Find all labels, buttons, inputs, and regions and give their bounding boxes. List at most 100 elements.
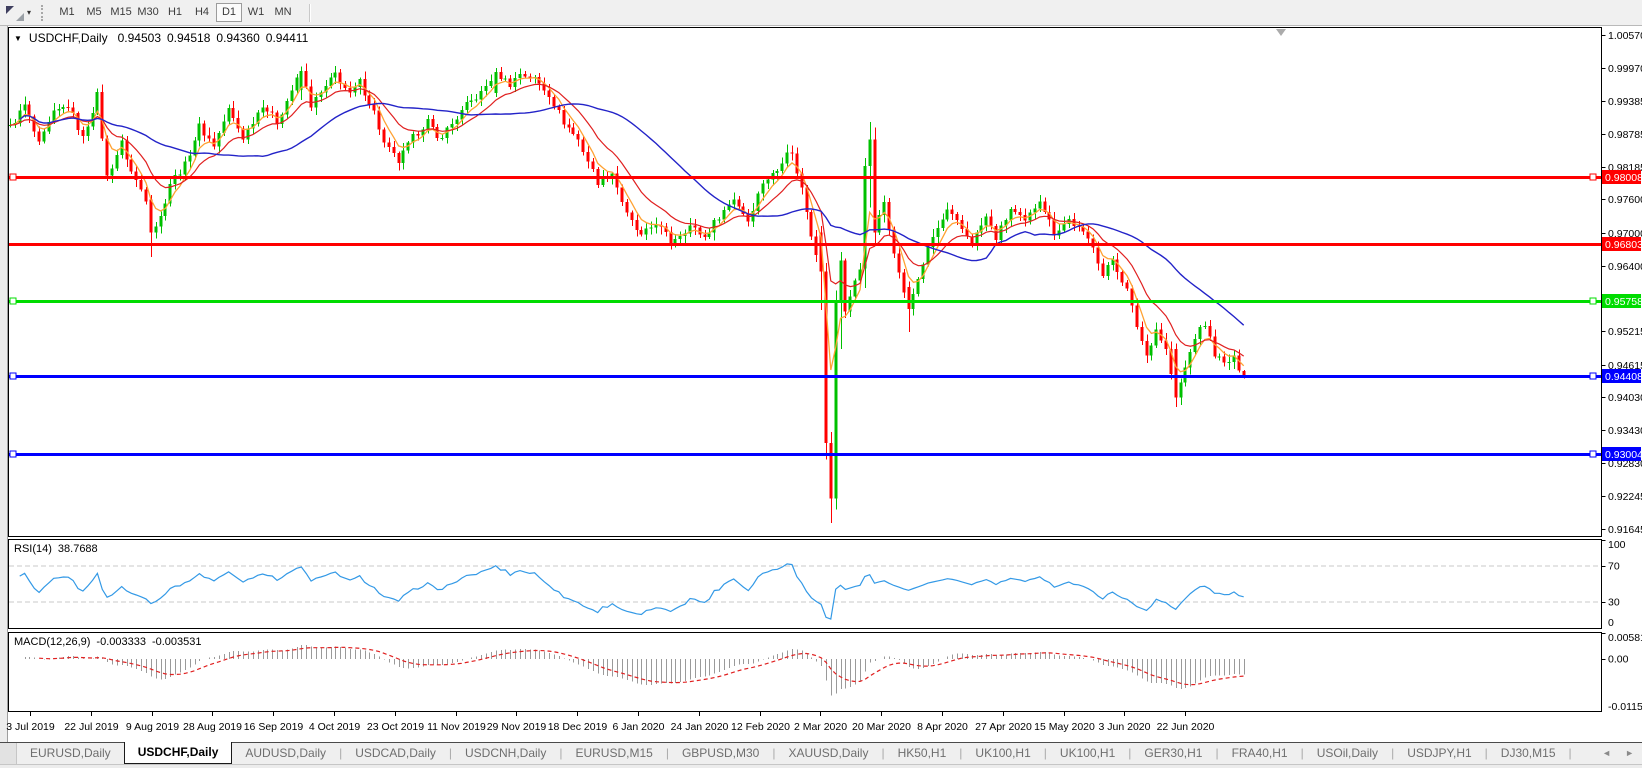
tab-usdchf-daily[interactable]: USDCHF,Daily [123,742,233,764]
quote-open: 0.94503 [117,31,161,45]
timeframe-button-w1[interactable]: W1 [247,6,265,18]
tab-audusd-daily[interactable]: AUDUSD,Daily [245,746,327,760]
rsi-panel-canvas: 100 70 30 0 [8,539,1626,629]
tab-uk100-h1[interactable]: UK100,H1 [1059,746,1116,760]
hline-0.93004[interactable] [9,450,1601,458]
macd-indicator-label: MACD(12,26,9) -0.003333 -0.003531 [14,636,208,648]
svg-text:70: 70 [1608,561,1620,573]
svg-text:0.92245: 0.92245 [1608,491,1642,503]
tab-scroll-right-icon[interactable]: ► [1625,748,1634,758]
svg-text:6 Jan 2020: 6 Jan 2020 [613,721,665,733]
macd-name: MACD(12,26,9) [14,636,91,648]
toolbar-separator [309,3,312,22]
price-label-0.95758: 0.95758 [1602,294,1642,308]
timeframe-button-d1[interactable]: D1 [216,3,243,22]
svg-text:22 Jul 2019: 22 Jul 2019 [64,721,118,733]
timeframe-button-h4[interactable]: H4 [194,6,210,18]
tab-usoil-daily[interactable]: USOil,Daily [1316,746,1379,760]
tab-gbpusd-m30[interactable]: GBPUSD,M30 [681,746,760,760]
svg-text:9 Aug 2019: 9 Aug 2019 [126,721,179,733]
symbol-dropdown-icon[interactable]: ▼ [14,33,22,43]
tab-hk50-h1[interactable]: HK50,H1 [897,746,947,760]
date-axis: 3 Jul 2019 22 Jul 2019 9 Aug 2019 28 Aug 20… [6,712,1642,742]
svg-text:24 Jan 2020: 24 Jan 2020 [671,721,729,733]
tab-scroll-left-icon[interactable]: ◄ [1602,748,1612,758]
hline-0.98008[interactable] [9,173,1601,181]
svg-text:0.94408: 0.94408 [1605,371,1642,383]
quote-close: 0.94411 [265,31,309,45]
macd-signal-value: -0.003531 [151,636,202,648]
svg-text:20 Mar 2020: 20 Mar 2020 [852,721,911,733]
svg-text:0.99385: 0.99385 [1608,96,1642,108]
tab-eurusd-m15[interactable]: EURUSD,M15 [575,746,653,760]
chart-shift-icon-dark-arrow [6,5,14,14]
svg-text:0.005818: 0.005818 [1608,632,1642,644]
svg-text:29 Nov 2019: 29 Nov 2019 [487,721,547,733]
tab-separator: | [448,746,452,760]
date-axis-canvas: 3 Jul 2019 22 Jul 2019 9 Aug 2019 28 Aug 20… [6,712,1215,733]
svg-text:3 Jul 2019: 3 Jul 2019 [6,721,55,733]
chart-shift-icon[interactable] [5,4,25,22]
price-label-0.93004: 0.93004 [1602,447,1642,461]
rsi-name: RSI(14) [14,543,52,555]
chevron-down-icon[interactable]: ▾ [27,8,32,17]
svg-text:100: 100 [1608,539,1626,551]
tab-usdjpy-h1[interactable]: USDJPY,H1 [1407,746,1472,760]
svg-text:28 Aug 2019: 28 Aug 2019 [183,721,242,733]
timeframe-button-m30[interactable]: M30 [137,6,159,18]
chart-tabs: EURUSD,Daily USDCHF,Daily AUDUSD,Daily | USD… [17,742,1572,764]
tab-separator: | [772,746,776,760]
tab-fra40-h1[interactable]: FRA40,H1 [1231,746,1288,760]
timeframe-button-mn[interactable]: MN [274,6,292,18]
chart-tab-bar: EURUSD,Daily USDCHF,Daily AUDUSD,Daily | USD… [0,742,1642,764]
svg-text:0.95758: 0.95758 [1605,296,1642,308]
price-axis: 1.005700.999700.993850.987850.981850.976… [1601,30,1642,536]
price-chart-canvas: 1.005700.999700.993850.987850.981850.976… [8,27,1642,537]
chart-shift-icon-gray-arrow [16,12,24,21]
macd-value: -0.003333 [96,636,146,648]
tab-dj30-m15[interactable]: DJ30,M15 [1500,746,1556,760]
svg-text:27 Apr 2020: 27 Apr 2020 [975,721,1032,733]
chart-title: ▼ USDCHF,Daily 0.94503 0.94518 0.94360 0… [14,31,314,45]
timeframe-button-m1[interactable]: M1 [59,6,75,18]
svg-text:0.96803: 0.96803 [1605,239,1642,251]
rsi-line [19,563,1244,620]
tab-separator: | [1215,746,1219,760]
moving-averages [9,77,1245,373]
price-label-0.96803: 0.96803 [1602,237,1642,251]
tab-eurusd-daily[interactable]: EURUSD,Daily [30,746,111,760]
hline-0.94408[interactable] [9,372,1601,380]
symbol-label: USDCHF,Daily [28,31,108,45]
timeframe-button-m15[interactable]: M15 [110,6,132,18]
rsi-value: 38.7688 [57,543,98,555]
svg-text:2 Mar 2020: 2 Mar 2020 [794,721,847,733]
svg-text:0.93004: 0.93004 [1605,449,1642,461]
timeframe-button-h1[interactable]: H1 [167,6,183,18]
svg-text:0.00: 0.00 [1608,654,1629,666]
chart-shift-marker[interactable] [1276,29,1286,36]
tab-separator: | [1391,746,1395,760]
timeframe-button-m5[interactable]: M5 [86,6,102,18]
tab-separator: | [339,746,343,760]
timeframe-buttons: M1 M5 M15 M30 H1 H4 D1 W1 MN [54,3,297,22]
svg-text:8 Apr 2020: 8 Apr 2020 [917,721,968,733]
quote-high: 0.94518 [167,31,211,45]
tab-uk100-h1[interactable]: UK100,H1 [975,746,1031,760]
svg-text:0.91645: 0.91645 [1608,524,1642,536]
toolbar-grip[interactable] [41,4,45,21]
macd-signal-line [39,646,1244,686]
hline-0.95758[interactable] [9,297,1601,305]
svg-text:15 May 2020: 15 May 2020 [1034,721,1095,733]
window-left-edge [0,26,8,742]
tab-usdcad-daily[interactable]: USDCAD,Daily [355,746,436,760]
tab-xauusd-daily[interactable]: XAUUSD,Daily [788,746,869,760]
svg-text:11 Nov 2019: 11 Nov 2019 [427,721,486,733]
tab-usdcnh-daily[interactable]: USDCNH,Daily [465,746,547,760]
tab-ger30-h1[interactable]: GER30,H1 [1144,746,1203,760]
tab-separator: | [1484,746,1488,760]
tab-separator: | [1568,746,1572,760]
toolbar: ▾ M1 M5 M15 M30 H1 H4 D1 W1 MN [0,0,1642,26]
